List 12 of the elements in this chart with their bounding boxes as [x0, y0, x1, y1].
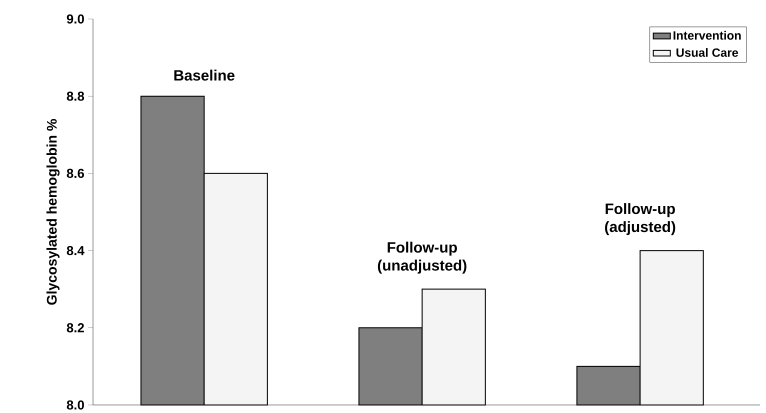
x-tick-label: Follow-up (unadjusted)	[378, 242, 466, 274]
x-tick-label: Follow-up (adjusted)	[605, 203, 676, 236]
legend-label: Usual Care	[676, 48, 738, 57]
legend-label: Intervention	[674, 30, 741, 40]
y-axis-title: Glycosylated hemoglobin %	[46, 119, 60, 305]
y-tick-label: 8.0	[66, 400, 84, 410]
x-tick-label: Baseline	[174, 70, 235, 81]
y-tick-label: 9.0	[66, 14, 84, 24]
y-tick-label: 8.2	[66, 323, 84, 332]
y-tick-label: 8.8	[66, 92, 84, 101]
y-tick-label: 8.6	[66, 168, 84, 178]
y-tick-label: 8.4	[66, 246, 84, 256]
